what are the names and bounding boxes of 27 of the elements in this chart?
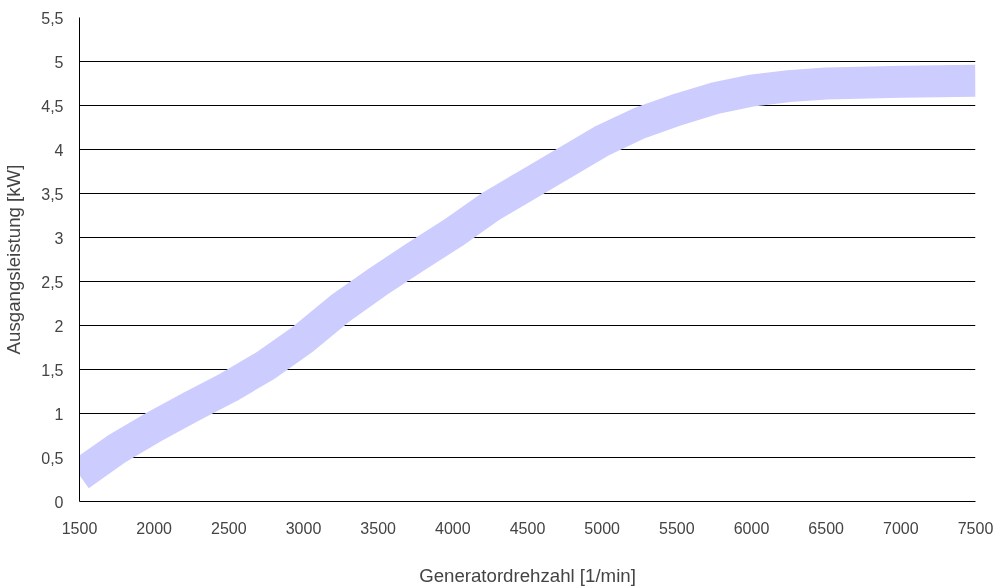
y-tick-label: 0,5 (41, 449, 64, 467)
y-tick-label: 1,5 (41, 361, 64, 379)
x-tick-label: 6000 (733, 519, 770, 537)
x-tick-label: 5500 (659, 519, 695, 537)
x-tick-label: 7500 (957, 519, 994, 537)
y-tick-label: 0 (54, 493, 64, 511)
x-tick-label: 2500 (211, 519, 247, 537)
y-tick-label: 4 (54, 141, 64, 159)
y-tick-label: 5 (54, 53, 64, 71)
x-tick-label: 6500 (808, 519, 845, 537)
x-tick-label: 3500 (360, 519, 397, 537)
y-axis-title: Ausgangsleistung [kW] (3, 164, 25, 355)
x-tick-label: 4000 (435, 519, 471, 537)
x-axis-title: Generatordrehzahl [1/min] (419, 564, 636, 586)
x-tick-label: 3000 (285, 519, 322, 537)
y-tick-label: 2,5 (41, 273, 64, 291)
y-tick-label: 1 (54, 405, 64, 423)
x-tick-label: 7000 (883, 519, 919, 537)
x-tick-label: 1500 (61, 519, 98, 537)
x-tick-label: 4500 (509, 519, 546, 537)
y-tick-label: 3 (54, 229, 64, 247)
y-tick-label: 2 (54, 317, 64, 335)
y-tick-label: 3,5 (41, 185, 64, 203)
y-tick-label: 5,5 (41, 9, 64, 27)
y-tick-label: 4,5 (41, 97, 64, 115)
x-tick-label: 5000 (584, 519, 621, 537)
x-tick-label: 2000 (136, 519, 173, 537)
